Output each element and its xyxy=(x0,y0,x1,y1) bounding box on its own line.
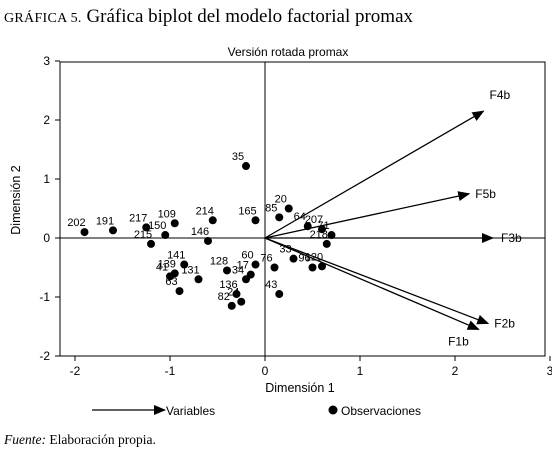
y-tick-label: 0 xyxy=(43,231,50,245)
variable-arrow xyxy=(264,110,485,239)
observation-label: 150 xyxy=(148,220,166,232)
legend: Variables Observaciones xyxy=(92,404,421,418)
observation-point xyxy=(308,263,317,272)
y-axis-label: Dimensión 2 xyxy=(9,165,23,235)
variable-label: F3b xyxy=(501,231,522,245)
observation-label: 96 xyxy=(298,253,310,265)
observation-label: 165 xyxy=(238,205,256,217)
observation-label: 191 xyxy=(96,215,114,227)
x-tick-label: 1 xyxy=(357,364,364,378)
observation-label: 139 xyxy=(158,258,176,270)
observation-label: 202 xyxy=(67,217,85,229)
x-tick-label: -2 xyxy=(70,364,81,378)
legend-variables-label: Variables xyxy=(166,404,215,418)
observation-label: 35 xyxy=(232,151,244,163)
y-tick-label: 3 xyxy=(43,54,50,68)
observation-point xyxy=(109,226,117,235)
observation-label: 60 xyxy=(241,250,253,262)
observation-point xyxy=(175,287,184,296)
observation-label: 34 xyxy=(232,264,244,276)
variable-arrow xyxy=(264,191,471,239)
observation-point xyxy=(322,239,331,248)
observation-point xyxy=(194,275,203,284)
observation-label: 136 xyxy=(219,279,237,291)
x-tick-label: 2 xyxy=(452,364,459,378)
observation-point xyxy=(289,254,298,263)
observation-point xyxy=(284,204,293,213)
observation-point xyxy=(251,216,260,225)
observation-point xyxy=(237,297,246,306)
variable-label: F5b xyxy=(475,187,496,201)
observation-label: 41 xyxy=(156,261,168,273)
observation-point xyxy=(142,223,151,232)
observation-label: 214 xyxy=(196,205,214,217)
observation-point xyxy=(80,228,89,237)
observation-label: 82 xyxy=(218,291,230,303)
observation-point xyxy=(208,216,217,225)
observation-label: 217 xyxy=(129,212,147,224)
observation-point xyxy=(232,290,241,299)
observation-label: 20 xyxy=(275,194,287,206)
observation-label: 71 xyxy=(317,220,329,232)
y-axis-ticks: -2 -1 0 1 2 3 xyxy=(39,54,60,363)
observation-label: 76 xyxy=(260,253,272,265)
observation-point xyxy=(170,219,179,228)
source-label: Fuente: xyxy=(4,432,46,447)
observation-label: 141 xyxy=(167,250,185,262)
observation-point xyxy=(170,269,179,278)
figure-title: GRÁFICA 5. Gráfica biplot del modelo fac… xyxy=(4,6,413,28)
legend-observations-marker xyxy=(328,405,338,415)
observation-label: 17 xyxy=(237,260,249,272)
observation-label: 146 xyxy=(191,226,209,238)
source-text: Elaboración propia. xyxy=(49,432,156,447)
observation-point xyxy=(270,263,279,272)
observation-point xyxy=(275,290,284,299)
observation-label: 131 xyxy=(181,264,199,276)
figure-label: GRÁFICA 5. xyxy=(4,11,82,26)
observation-label: 109 xyxy=(158,208,176,220)
x-tick-label: 3 xyxy=(547,364,552,378)
y-tick-label: -1 xyxy=(39,290,50,304)
observation-point xyxy=(275,213,284,222)
variable-vectors: F4b F5b F3b F1b F2b xyxy=(264,88,522,348)
observation-point xyxy=(318,225,326,234)
observation-point xyxy=(242,162,250,171)
variable-label: F4b xyxy=(490,88,511,102)
x-axis-label: Dimensión 1 xyxy=(265,381,335,395)
observation-label: 43 xyxy=(265,279,277,291)
figure-title-text: Gráfica biplot del modelo factorial prom… xyxy=(86,6,414,27)
observation-label: 63 xyxy=(165,276,177,288)
observation-point xyxy=(327,231,336,240)
variable-arrow xyxy=(264,237,480,331)
observation-label: 215 xyxy=(134,229,152,241)
observation-point xyxy=(147,239,155,248)
figure-source: Fuente: Elaboración propia. xyxy=(4,432,156,448)
observation-label: 85 xyxy=(265,202,277,214)
plot-frame xyxy=(59,61,546,357)
x-tick-label: 0 xyxy=(262,364,269,378)
variable-label: F1b xyxy=(448,334,469,348)
legend-observations-label: Observaciones xyxy=(341,404,421,418)
observation-points: 3520202191217109214215141411391316382243… xyxy=(67,151,336,310)
x-tick-label: -1 xyxy=(165,364,176,378)
x-axis-ticks: -2 -1 0 1 2 3 xyxy=(70,356,552,378)
observation-label: 128 xyxy=(210,255,228,267)
variable-arrow xyxy=(264,237,490,325)
observation-point xyxy=(204,236,212,245)
observation-point xyxy=(318,262,326,271)
variable-label: F2b xyxy=(494,317,515,331)
observation-point xyxy=(180,260,189,269)
observation-point xyxy=(227,301,236,310)
y-tick-label: -2 xyxy=(39,349,50,363)
observation-point xyxy=(223,266,231,275)
observation-point xyxy=(161,231,170,240)
observation-point xyxy=(246,270,255,279)
y-tick-label: 2 xyxy=(43,113,50,127)
observation-point xyxy=(251,260,260,269)
y-tick-label: 1 xyxy=(43,172,50,186)
chart-title: Versión rotada promax xyxy=(228,45,349,59)
